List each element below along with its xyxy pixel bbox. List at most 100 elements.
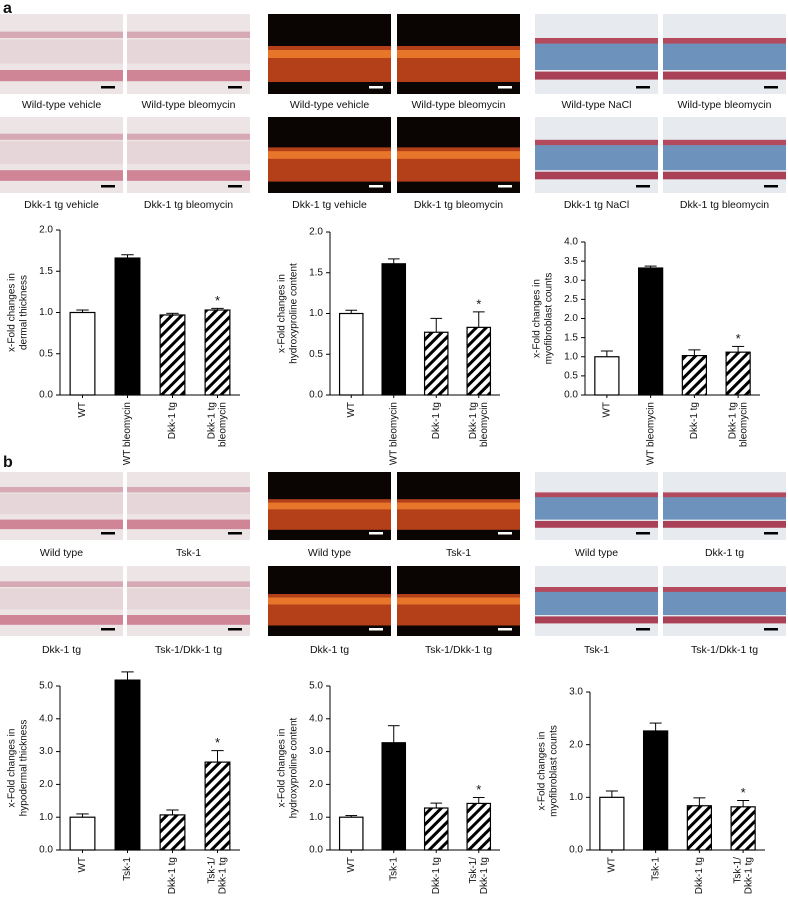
tissue-band [127,39,250,64]
scale-bar [498,532,512,535]
x-tick-label: WT [346,402,357,418]
x-tick-label: WT bleomycin [388,402,399,465]
tissue-band [0,31,123,38]
tissue-band [0,519,123,530]
micrograph [127,566,250,636]
bar [114,257,141,396]
tissue-band [663,587,786,592]
y-tick-label: 1.5 [309,267,323,278]
micrograph [535,472,658,540]
tissue-band [268,502,391,510]
tissue-band [268,50,391,58]
y-tick-label: 2.0 [309,227,323,238]
y-axis-label: x-Fold changes in [277,274,288,353]
tissue-band [0,141,123,165]
tissue-band [663,38,786,44]
tissue-band [0,581,123,587]
y-tick-label: 0.5 [39,348,53,359]
x-tick-label: Tsk-1/ [468,857,479,884]
tissue-band [127,486,250,493]
tissue-band [127,31,250,38]
scale-bar [101,185,115,188]
tissue-band [535,520,658,528]
bar [725,351,751,396]
tissue-band [663,143,786,171]
y-axis-label: hydroxyproline content [289,717,300,818]
tissue-band [535,139,658,146]
bar [338,816,364,851]
bar [637,267,664,396]
y-tick-label: 1.0 [569,792,583,803]
tissue-band [127,133,250,140]
tissue-band [268,597,391,605]
y-tick-label: 0.0 [309,390,323,401]
y-axis-label: x-Fold changes in [537,732,548,811]
x-tick-label: Dkk-1 tg [207,402,218,439]
tissue-band [535,495,658,520]
bar [730,806,756,851]
y-tick-label: 2.0 [564,313,578,324]
significance-mark: * [476,782,481,797]
scale-bar [498,185,512,188]
bar-chart: 0.0 1.0 2.0 3.0 4.0 5.0 x-Fold changes in hypod… [7,671,240,894]
y-tick-label: 2.0 [39,779,53,790]
image-caption: Dkk-1 tg vehicle [24,199,99,211]
scale-bar [764,86,778,89]
bar [466,326,492,396]
y-tick-label: 3.5 [564,256,578,267]
tissue-band [397,597,520,605]
bar [159,314,186,396]
bar [599,796,625,851]
significance-mark: * [215,293,220,308]
scale-bar [764,532,778,535]
y-tick-label: 0.0 [564,390,578,401]
tissue-band [0,493,123,515]
tissue-band [127,519,250,530]
y-tick-label: 0.5 [309,349,323,360]
x-tick-label: Dkk-1 tg [689,402,700,439]
image-caption: Tsk-1/Dkk-1 tg [691,644,758,656]
bar [681,355,708,396]
micrograph [535,14,658,94]
micrograph [268,14,391,94]
scale-bar [636,185,650,188]
scale-bar [369,628,383,631]
x-tick-label: Tsk-1 [650,857,661,881]
image-caption: Tsk-1/Dkk-1 tg [155,644,222,656]
y-tick-label: 1.0 [39,812,53,823]
micrograph [663,472,786,540]
scale-bar [764,185,778,188]
y-axis-label: x-Fold changes in [7,273,18,352]
y-tick-label: 0.0 [39,390,53,401]
y-axis-label: x-Fold changes in [7,729,18,808]
y-tick-label: 2.5 [564,294,578,305]
scale-bar [498,86,512,89]
scale-bar [764,628,778,631]
bar-chart: 0.0 0.5 1.0 1.5 2.0 2.5 3.0 3.5 4.0 x-Fold change… [532,237,760,465]
micrograph [268,117,391,193]
y-tick-label: 5.0 [39,681,53,692]
y-tick-label: 1.0 [564,351,578,362]
image-caption: Dkk-1 tg vehicle [292,199,367,211]
image-caption: Wild type [40,547,83,559]
significance-mark: * [736,331,741,346]
tissue-band [127,615,250,625]
image-caption: Dkk-1 tg NaCl [564,199,629,211]
bar [381,263,407,396]
x-tick-label: WT [607,857,618,873]
y-tick-label: 4.0 [564,237,578,248]
micrograph [127,117,250,193]
micrograph [397,117,520,193]
y-tick-label: 1.0 [309,812,323,823]
tissue-band [0,39,123,64]
image-caption: Dkk-1 tg [705,547,744,559]
tissue-band [0,170,123,181]
bar [594,356,620,396]
y-tick-label: 5.0 [309,681,323,692]
tissue-band [397,151,520,159]
y-tick-label: 0.5 [564,371,578,382]
x-tick-label: Tsk-1/ [732,857,743,884]
x-tick-label: Dkk-1 tg [743,857,754,894]
tissue-band [397,50,520,58]
